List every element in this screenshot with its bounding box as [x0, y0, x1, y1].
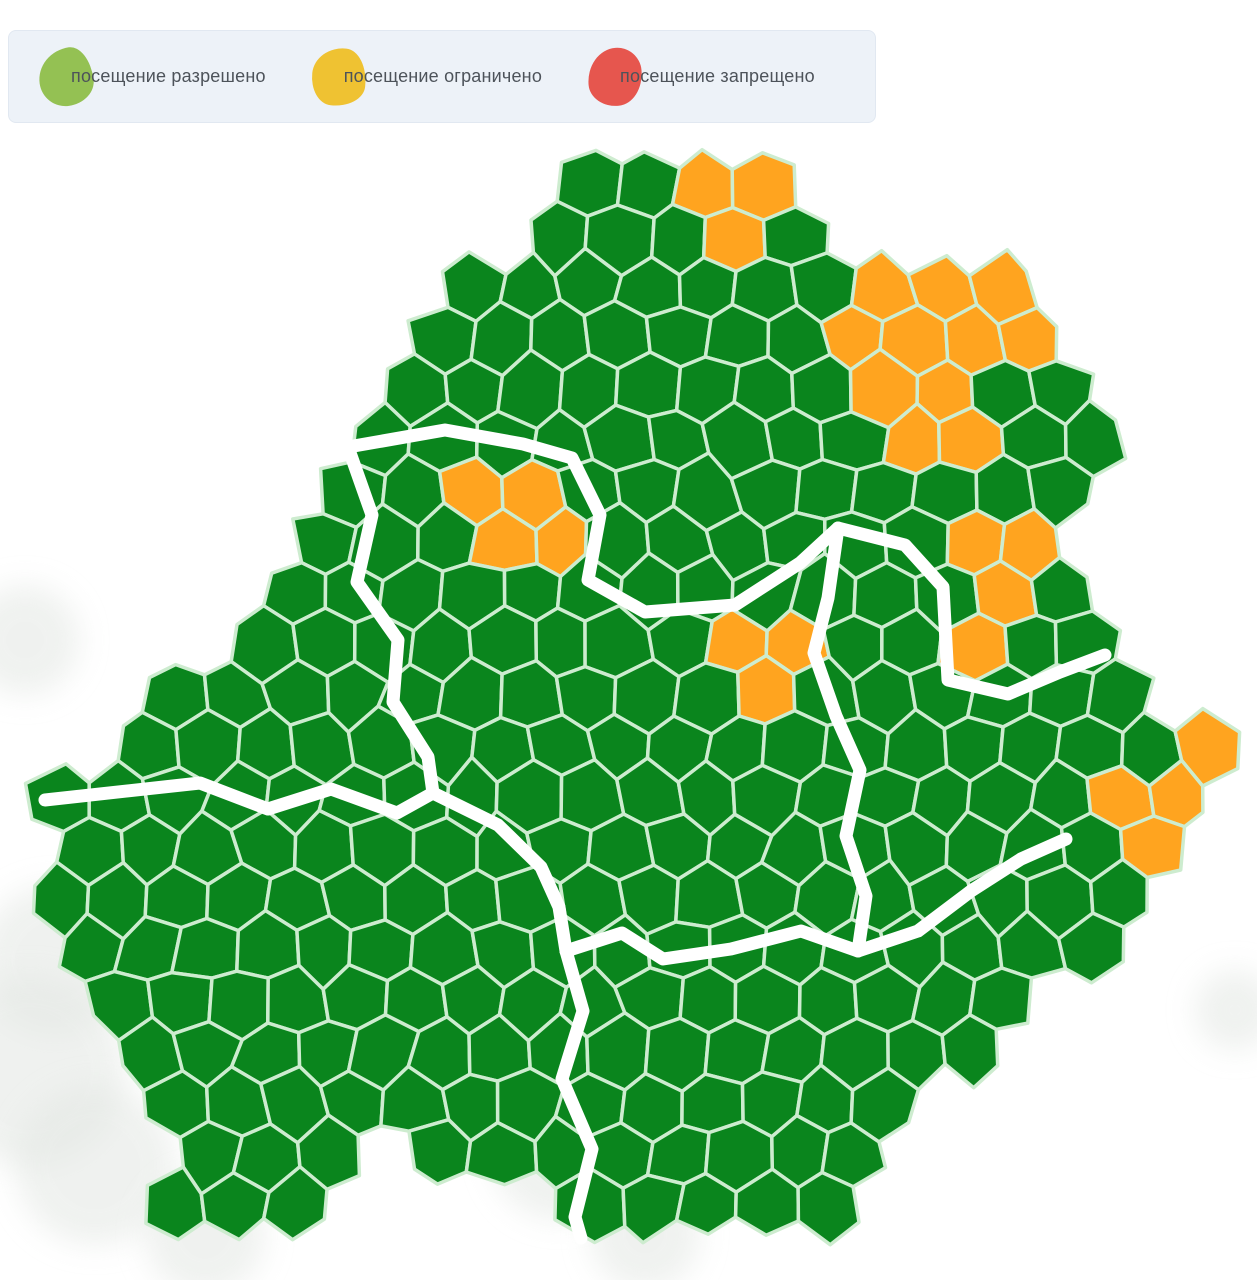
district-allowed[interactable]	[940, 1013, 1000, 1090]
district-allowed[interactable]	[1056, 911, 1126, 985]
oblast-border	[807, 521, 873, 958]
legend-bar: посещение разрешено посещение ограничено…	[8, 30, 876, 123]
oblast-border	[341, 423, 1112, 701]
oblast-border	[559, 832, 1073, 966]
watermark-blob	[1195, 970, 1257, 1050]
legend-item-restricted: посещение ограничено	[308, 44, 543, 109]
oblast-border	[38, 776, 573, 958]
district-allowed[interactable]	[170, 916, 241, 980]
legend-label-allowed: посещение разрешено	[71, 66, 266, 86]
legend-item-forbidden: посещение запрещено	[585, 45, 815, 108]
district-allowed[interactable]	[796, 1170, 861, 1247]
watermark-blob	[15, 1085, 175, 1245]
district-allowed[interactable]	[794, 457, 859, 522]
watermark-blob	[0, 585, 80, 695]
district-allowed[interactable]	[261, 1164, 329, 1242]
oblast-border	[555, 944, 599, 1245]
oblast-border	[341, 440, 440, 800]
legend-item-allowed: посещение разрешено	[35, 44, 266, 109]
legend-label-forbidden: посещение запрещено	[620, 66, 815, 86]
legend-label-restricted: посещение ограничено	[343, 66, 543, 86]
